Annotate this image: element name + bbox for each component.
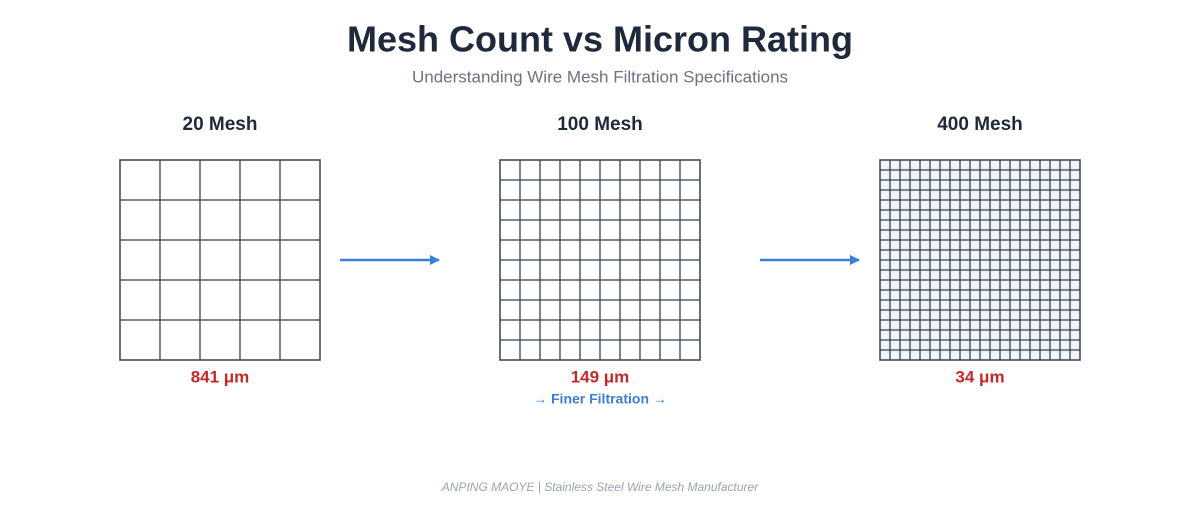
micron-rating: 841 μm [191, 367, 250, 386]
micron-rating: 149 μm [571, 367, 630, 386]
micron-rating: 34 μm [955, 367, 1004, 386]
panel-label: 400 Mesh [937, 114, 1023, 135]
title: Mesh Count vs Micron Rating [347, 19, 853, 60]
panel-label: 20 Mesh [183, 114, 258, 135]
panel-label: 100 Mesh [557, 114, 643, 135]
mesh-grid [119, 159, 321, 361]
note: → Finer Filtration → [533, 391, 667, 407]
subtitle: Understanding Wire Mesh Filtration Speci… [412, 67, 788, 86]
footer: ANPING MAOYE | Stainless Steel Wire Mesh… [441, 480, 759, 494]
